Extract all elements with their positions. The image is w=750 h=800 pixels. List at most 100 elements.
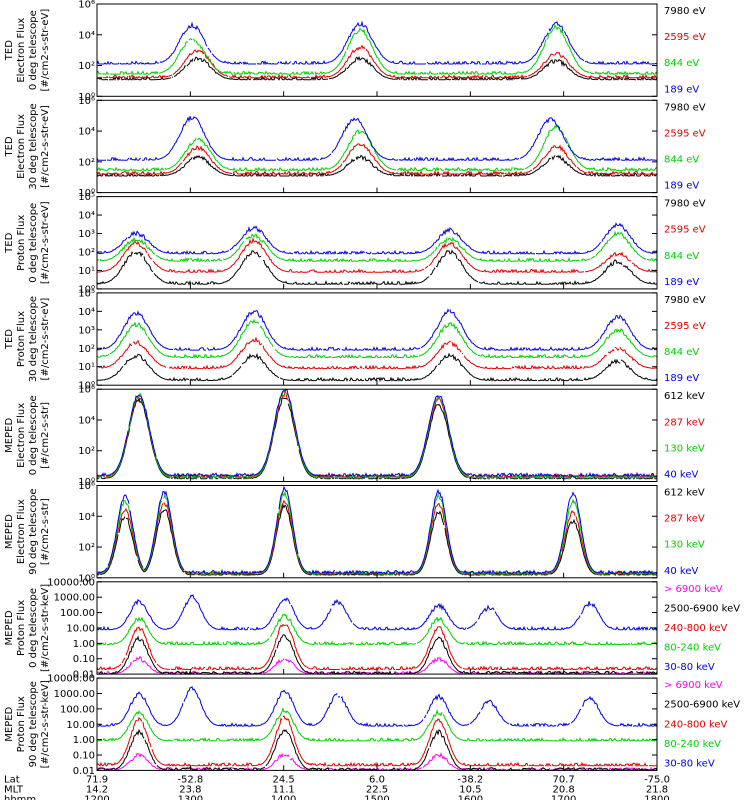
y-tick-label: 10² (78, 344, 95, 355)
y-axis-label: [#/cm2-s-str-keV] (40, 584, 51, 672)
y-tick-label: 100.00 (60, 608, 95, 619)
legend-entry: 2595 eV (664, 128, 706, 139)
y-axis-label: TED (4, 329, 15, 350)
y-tick-label: 10⁰ (78, 92, 95, 103)
legend-entry: 2595 eV (664, 225, 706, 236)
y-axis-label: 30 deg telescope (28, 296, 39, 382)
legend-entry: 844 eV (664, 58, 699, 69)
x-row-label: Lat (4, 774, 20, 785)
y-axis-label: Electron Flux (16, 403, 27, 468)
x-tick-mlt: 22.5 (366, 784, 388, 795)
legend-entry: 7980 eV (664, 295, 706, 306)
y-tick-label: 0.10 (73, 751, 95, 762)
y-axis-label: [#/cm2-s-str-eV] (40, 105, 51, 188)
y-axis-label: 90 deg telescope (28, 489, 39, 575)
y-tick-label: 10⁰ (78, 284, 95, 295)
x-tick-hhmm: 1200 (84, 794, 109, 800)
y-tick-label: 1000.00 (54, 689, 95, 700)
y-tick-label: 10² (78, 446, 95, 457)
legend-entry: 30-80 keV (664, 758, 715, 769)
panel-frame (96, 292, 658, 386)
x-tick-mlt: 10.5 (459, 784, 481, 795)
y-tick-label: 10.00 (66, 720, 95, 731)
y-tick-label: 10² (78, 543, 95, 554)
y-tick-label: 10.00 (66, 623, 95, 634)
y-axis-label: Electron Flux (16, 114, 27, 179)
x-tick-lat: 6.0 (369, 774, 385, 785)
legend-entry: 2500-6900 keV (664, 603, 740, 614)
y-tick-label: 10⁴ (78, 415, 95, 426)
series-line-1-4 (96, 20, 658, 66)
legend-entry: 844 eV (664, 347, 699, 358)
series-line-1-2 (96, 44, 658, 79)
x-tick-hhmm: 1700 (551, 794, 576, 800)
series-line-5-4 (97, 388, 657, 478)
y-axis-label: Electron Flux (16, 499, 27, 564)
y-axis-label: [#/cm2-s-str-keV] (40, 680, 51, 768)
panel-2 (96, 99, 658, 194)
x-tick-hhmm: 1800 (644, 794, 669, 800)
x-tick-lat: 24.5 (273, 774, 295, 785)
series-line-2-3 (96, 123, 658, 172)
series-line-7-2 (97, 634, 658, 676)
x-tick-mlt: 21.8 (646, 784, 668, 795)
y-axis-label: [#/cm2-s-str] (40, 498, 51, 565)
y-tick-label: 10⁴ (78, 30, 95, 41)
y-tick-label: 10² (78, 247, 95, 258)
legend-entry: 7980 eV (664, 199, 706, 210)
legend-entry: 287 keV (664, 417, 705, 428)
y-tick-label: 10⁰ (78, 188, 95, 199)
x-tick-lat: 71.9 (86, 774, 108, 785)
x-tick-mlt: 20.8 (553, 784, 575, 795)
y-tick-label: 10⁴ (78, 211, 95, 222)
y-tick-label: 10³ (78, 325, 95, 336)
series-line-4-1 (97, 352, 658, 383)
x-tick-mlt: 23.8 (179, 784, 201, 795)
x-tick-hhmm: 1500 (364, 794, 389, 800)
y-axis-label: Proton Flux (16, 311, 27, 367)
y-tick-label: 10³ (78, 229, 95, 240)
legend-entry: 189 eV (664, 373, 699, 384)
legend-entry: 40 keV (664, 566, 698, 577)
legend-entry: 130 keV (664, 540, 705, 551)
y-tick-label: 10⁰ (78, 573, 95, 584)
legend-entry: 189 eV (664, 181, 699, 192)
y-axis-label: 30 deg telescope (28, 103, 39, 189)
series-line-5-3 (96, 389, 657, 480)
series-line-6-3 (96, 492, 657, 576)
legend-entry: 2595 eV (664, 32, 706, 43)
series-line-4-2 (97, 336, 658, 370)
y-tick-label: 100.00 (60, 704, 95, 715)
y-tick-label: 10¹ (78, 266, 95, 277)
series-line-5-1 (96, 397, 657, 481)
panel-7 (96, 581, 658, 676)
y-tick-label: 10⁴ (78, 512, 95, 523)
y-axis-label: MEPED (4, 610, 15, 645)
x-tick-lat: -75.0 (644, 774, 670, 785)
series-line-8-5 (97, 685, 658, 728)
series-line-8-4 (97, 707, 658, 743)
series-line-3-1 (96, 249, 658, 286)
x-tick-hhmm: 1400 (271, 794, 296, 800)
y-tick-label: 10⁶ (78, 96, 95, 107)
y-axis-label: 0 deg telescope (28, 395, 39, 475)
series-line-3-3 (96, 230, 658, 263)
y-tick-label: 10000.00 (47, 577, 95, 588)
panel-5 (96, 388, 658, 483)
y-axis-label: MEPED (4, 514, 15, 549)
x-row-label: hhmm (4, 794, 36, 800)
y-tick-label: 10⁵ (78, 288, 95, 299)
panel-frame (96, 388, 658, 483)
y-axis-label: MEPED (4, 418, 15, 453)
y-axis-label: 90 deg telescope (28, 681, 39, 767)
legend-entry: 612 keV (664, 391, 705, 402)
y-tick-label: 1.00 (73, 639, 95, 650)
y-axis-label: MEPED (4, 706, 15, 741)
series-line-2-2 (96, 143, 657, 176)
legend-entry: 80-240 keV (664, 643, 721, 654)
legend-entry: 2500-6900 keV (664, 700, 740, 711)
y-tick-label: 10⁶ (78, 481, 95, 492)
panel-frame (96, 99, 658, 194)
y-axis-label: 0 deg telescope (28, 203, 39, 283)
panel-8 (96, 677, 658, 772)
